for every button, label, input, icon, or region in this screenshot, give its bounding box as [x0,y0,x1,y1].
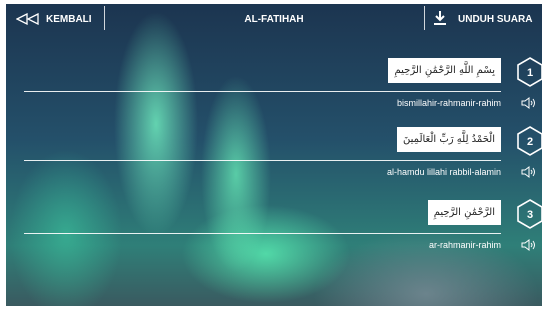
divider [24,160,501,161]
arabic-text: الرَّحْمَٰنِ الرَّحِيمِ [428,200,501,225]
verse-number-badge: 2 [515,126,542,156]
download-button[interactable]: UNDUH SUARA [458,13,532,27]
latin-text: bismillahir-rahmanir-rahim [397,98,501,108]
divider [24,233,501,234]
play-audio-button[interactable] [521,239,537,251]
latin-text: al-hamdu lillahi rabbil-alamin [387,167,501,177]
verse-number: 3 [527,209,533,221]
verse-number: 2 [527,136,533,148]
divider [24,91,501,92]
separator [424,6,425,30]
arabic-text: بِسْمِ اللَّهِ الرَّحْمَٰنِ الرَّحِيمِ [388,58,501,83]
arabic-text: الْحَمْدُ لِلَّهِ رَبِّ الْعَالَمِينَ [397,127,501,152]
download-icon[interactable] [434,11,446,25]
page: KEMBALI AL-FATIHAH UNDUH SUARA بِسْمِ ال… [0,0,548,311]
play-audio-button[interactable] [521,97,537,109]
verse-number-badge: 1 [515,57,542,87]
verse-number-badge: 3 [515,199,542,229]
play-audio-button[interactable] [521,166,537,178]
verse-number: 1 [527,67,533,79]
screen: KEMBALI AL-FATIHAH UNDUH SUARA بِسْمِ ال… [6,4,542,306]
latin-text: ar-rahmanir-rahim [429,240,501,250]
